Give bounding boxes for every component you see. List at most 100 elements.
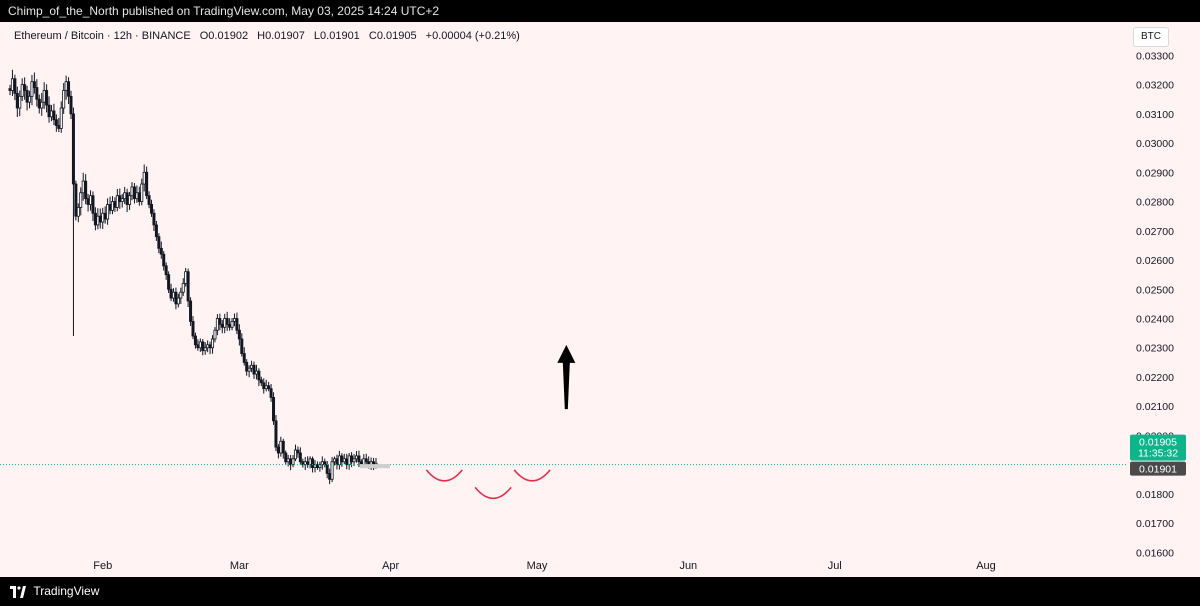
candle-body xyxy=(101,212,105,223)
candle-body xyxy=(259,379,263,384)
candle-body xyxy=(20,84,24,97)
price-tick-label: 0.01600 xyxy=(1136,547,1174,559)
candle-body xyxy=(215,318,219,331)
up-arrow-annotation xyxy=(557,344,576,410)
candle-body xyxy=(362,458,366,466)
candle-body xyxy=(91,195,95,214)
candle-body xyxy=(74,183,78,217)
time-tick-label: Jul xyxy=(828,560,842,572)
candle-body xyxy=(254,370,258,375)
candle-body xyxy=(337,455,341,466)
candle-body xyxy=(330,461,334,480)
candle-body xyxy=(206,344,210,349)
candle-body xyxy=(23,84,27,91)
candle-body xyxy=(335,458,339,466)
candle-body xyxy=(164,265,168,276)
candle-body xyxy=(42,90,46,103)
candle-body xyxy=(257,370,261,381)
candle-body xyxy=(176,297,180,305)
candle-body xyxy=(13,78,17,94)
symbol-legend: Ethereum / Bitcoin · 12h · BINANCE O0.01… xyxy=(14,30,526,42)
candle-body xyxy=(196,344,200,349)
candle-body xyxy=(213,329,217,340)
candle-body xyxy=(113,201,117,208)
candle-body xyxy=(147,195,151,205)
candle-body xyxy=(79,192,83,208)
publisher-bar: Chimp_of_the_North published on TradingV… xyxy=(0,0,1200,22)
candle-body xyxy=(154,224,158,238)
candle-body xyxy=(152,212,156,226)
candle-body xyxy=(110,201,114,211)
candle-body xyxy=(252,364,256,375)
candle-body xyxy=(198,341,202,349)
candle-body xyxy=(167,274,171,290)
footer-brand: TradingView xyxy=(33,584,100,599)
price-chart[interactable]: 0.03300 0.03200 0.03100 0.03000 0.02900 0.028… xyxy=(0,22,1200,577)
candle-body xyxy=(235,318,239,331)
candle-body xyxy=(76,207,80,217)
publisher-line: Chimp_of_the_North published on TradingV… xyxy=(8,4,440,18)
candle-body xyxy=(86,198,90,205)
candle-body xyxy=(89,195,93,205)
candle-body xyxy=(201,341,205,352)
candle-body xyxy=(279,440,283,454)
candle-body xyxy=(328,473,332,480)
candle-body xyxy=(135,192,139,200)
price-tick-label: 0.02600 xyxy=(1136,255,1174,267)
candle-body xyxy=(298,452,302,463)
candle-countdown: 11:35:32 xyxy=(1138,448,1178,460)
candle-body xyxy=(10,78,14,91)
candle-body xyxy=(325,464,329,474)
candle-body xyxy=(174,291,178,305)
candle-body xyxy=(218,318,222,325)
candle-body xyxy=(142,171,146,185)
candle-body xyxy=(123,192,127,200)
price-tick-label: 0.03200 xyxy=(1136,80,1174,92)
candle-body xyxy=(354,455,358,460)
price-tick-label: 0.02100 xyxy=(1136,401,1174,413)
candle-body xyxy=(37,98,41,109)
candle-body xyxy=(32,81,36,88)
candle-body xyxy=(230,321,234,328)
candle-body xyxy=(193,335,197,346)
candle-body xyxy=(267,385,271,390)
candle-body xyxy=(25,90,29,103)
low-price-tag xyxy=(1130,461,1186,476)
candle-body xyxy=(347,455,351,466)
candle-body xyxy=(67,81,71,97)
candle-body xyxy=(71,113,75,185)
candle-body xyxy=(286,458,290,463)
chart-area[interactable]: 0.03300 0.03200 0.03100 0.03000 0.02900 0.028… xyxy=(0,22,1200,577)
candle-body xyxy=(115,195,119,208)
candle-body xyxy=(140,183,144,202)
candle-body xyxy=(318,464,322,469)
candle-body xyxy=(247,367,251,372)
candle-body xyxy=(150,204,154,214)
candle-body xyxy=(264,385,268,390)
candle-body xyxy=(145,171,149,197)
time-tick-label: Aug xyxy=(976,560,996,572)
price-tick-label: 0.02200 xyxy=(1136,372,1174,384)
candle-body xyxy=(98,215,102,223)
candle-body xyxy=(128,195,132,205)
candle-body xyxy=(69,95,73,115)
candle-body xyxy=(179,291,183,299)
candle-body xyxy=(137,192,141,202)
ohlc-high: H0.01907 xyxy=(257,30,305,42)
candle-body xyxy=(84,180,88,200)
price-tick-label: 0.02500 xyxy=(1136,284,1174,296)
currency-button[interactable]: BTC xyxy=(1133,27,1169,47)
last-price-tag xyxy=(1130,434,1186,461)
candle-body xyxy=(291,458,295,466)
candle-body xyxy=(30,81,34,97)
candle-body xyxy=(242,353,246,363)
candle-body xyxy=(64,81,68,91)
candle-body xyxy=(18,95,22,109)
candle-body xyxy=(220,323,224,328)
candle-body xyxy=(208,344,212,349)
candle-body xyxy=(232,318,236,322)
candle-body xyxy=(62,90,66,109)
price-tick-label: 0.01800 xyxy=(1136,489,1174,501)
candle-body xyxy=(345,458,349,466)
candle-body xyxy=(132,186,136,200)
